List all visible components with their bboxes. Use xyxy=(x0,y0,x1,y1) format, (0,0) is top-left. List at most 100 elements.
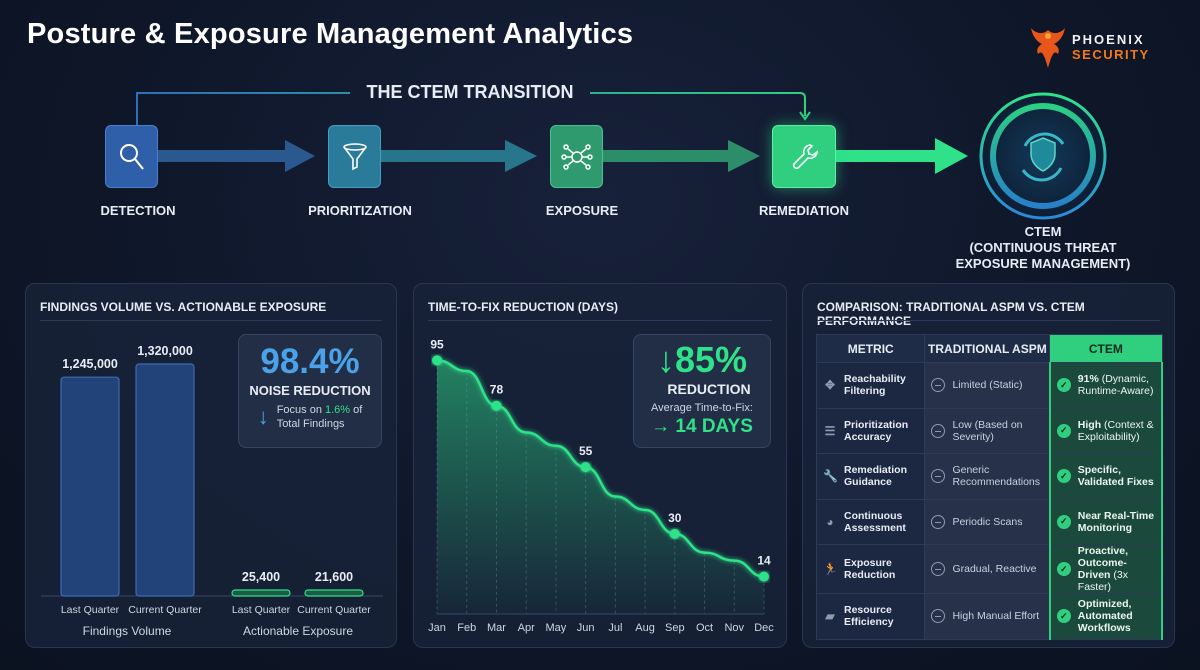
pipeline-connectors xyxy=(136,92,968,174)
table-row: ☰ Prioritization Accuracy Low (Based on S… xyxy=(815,407,1164,454)
ctem-badge[interactable] xyxy=(975,88,1111,224)
arrow-down-icon: ↓ xyxy=(257,404,269,429)
x-tick-label: Apr xyxy=(518,622,535,634)
x-tick-label: Jun xyxy=(577,622,595,634)
minus-circle-icon xyxy=(931,423,946,438)
data-point xyxy=(759,571,769,582)
group-label: Actionable Exposure xyxy=(243,624,353,638)
minus-circle-icon xyxy=(931,378,946,393)
check-circle-icon: ✓ xyxy=(1056,378,1071,393)
ctem-label-line1: CTEM xyxy=(1024,224,1062,239)
page-title: Posture & Exposure Management Analytics xyxy=(27,18,634,50)
avg-value: → 14 DAYS xyxy=(651,416,753,437)
table-row: ◕ Continuous Assessment Periodic Scans ✓ N… xyxy=(815,498,1164,545)
traditional-value: Gradual, Reactive xyxy=(952,563,1037,575)
focus-prefix: Focus on xyxy=(276,404,325,416)
traditional-value: Periodic Scans xyxy=(952,515,1023,528)
x-tick-label: Nov xyxy=(724,622,744,634)
data-point xyxy=(432,355,442,366)
step-label-exposure: EXPOSURE xyxy=(545,203,619,218)
transition-line xyxy=(136,92,806,126)
bar-value-label: 1,245,000 xyxy=(62,357,118,371)
minus-circle-icon xyxy=(931,514,946,529)
bar xyxy=(304,589,364,597)
shield-cycle-icon xyxy=(1021,132,1065,182)
comparison-title: COMPARISON: TRADITIONAL ASPM VS. CTEM PE… xyxy=(817,300,1085,328)
metric-name: Reachability Filtering xyxy=(844,373,906,398)
minus-circle-icon xyxy=(931,469,946,484)
bar-category-label: Current Quarter xyxy=(128,604,202,616)
findings-panel-title: FINDINGS VOLUME VS. ACTIONABLE EXPOSURE xyxy=(40,300,327,314)
ctem-value-rest: (Context & Exploitability) xyxy=(1077,418,1154,443)
briefcase-icon: ▰ xyxy=(825,609,835,624)
focus-suffix: of xyxy=(350,404,363,416)
bar xyxy=(60,376,120,597)
ctem-value-rest: (3x Faster) xyxy=(1077,569,1128,593)
noise-label: NOISE REDUCTION xyxy=(249,383,371,398)
check-circle-icon: ✓ xyxy=(1056,423,1071,438)
ctem-value-bold: High xyxy=(1077,418,1102,431)
comparison-table: METRIC TRADITIONAL ASPM CTEM ✥ Reachabili… xyxy=(815,334,1164,640)
step-remediation[interactable] xyxy=(772,125,836,188)
bar-category-label: Last Quarter xyxy=(61,604,120,616)
header-metric: METRIC xyxy=(815,334,926,363)
ctem-label-line2: (CONTINUOUS THREAT xyxy=(969,240,1117,255)
time-to-fix-line-chart: Jan Feb Mar Apr May Jun Jul Aug Sep Oct Nov Dec 95 78… xyxy=(428,337,774,634)
step-label-remediation: REMEDIATION xyxy=(758,203,850,218)
traditional-value: Low (Based on Severity) xyxy=(952,418,1023,443)
step-detection[interactable] xyxy=(105,125,158,188)
x-tick-label: Dec xyxy=(754,622,774,634)
step-exposure[interactable] xyxy=(550,125,603,188)
x-tick-label: Oct xyxy=(696,622,713,634)
findings-bar-chart: 1,245,000 Last Quarter 1,320,000 Current Qu… xyxy=(41,344,383,638)
check-circle-icon: ✓ xyxy=(1056,514,1071,529)
logo-line2: SECURITY xyxy=(1072,47,1150,62)
x-tick-label: Feb xyxy=(457,622,476,634)
step-prioritization[interactable] xyxy=(328,125,381,188)
x-tick-label: Sep xyxy=(665,622,685,634)
flow-arrows xyxy=(158,138,968,174)
traditional-value: Generic Recommendations xyxy=(952,464,1040,489)
x-tick-label: Jul xyxy=(608,622,622,634)
bar xyxy=(231,589,291,597)
bar-value-label: 21,600 xyxy=(315,570,353,584)
table-row: 🔧 Remediation Guidance Generic Recommenda… xyxy=(815,453,1164,500)
wrench-icon: 🔧 xyxy=(823,469,838,484)
bar xyxy=(135,363,195,597)
area-fill xyxy=(437,360,764,614)
x-tick-label: Mar xyxy=(487,622,506,634)
phoenix-bird-icon xyxy=(1031,28,1065,68)
traditional-value: High Manual Effort xyxy=(952,610,1040,623)
ctem-value-bold: Optimized, Automated Workflows xyxy=(1077,598,1133,635)
logo-line1: PHOENIX xyxy=(1072,32,1145,47)
bar-value-label: 1,320,000 xyxy=(137,344,193,358)
data-label: 78 xyxy=(490,383,504,397)
ctem-label-line3: EXPOSURE MANAGEMENT) xyxy=(955,256,1131,271)
ctem-value-bold: 91% xyxy=(1077,373,1099,386)
table-row: ✥ Reachability Filtering Limited (Static)… xyxy=(815,362,1164,409)
ttf-value: 85% xyxy=(674,339,748,380)
ttf-reduction-stat: ↓85% REDUCTION Average Time-to-Fix: → 14… xyxy=(633,334,771,448)
step-label-prioritization: PRIORITIZATION xyxy=(308,203,412,218)
x-tick-label: Aug xyxy=(635,622,655,634)
step-label-detection: DETECTION xyxy=(100,203,176,218)
ttf-label: REDUCTION xyxy=(667,381,751,397)
data-label: 14 xyxy=(757,554,771,568)
divider xyxy=(817,320,1160,321)
ctem-value-bold: Proactive, Outcome-Driven xyxy=(1077,545,1128,581)
bar-category-label: Last Quarter xyxy=(232,604,291,616)
metric-name: Exposure Reduction xyxy=(844,557,896,581)
data-label: 95 xyxy=(430,337,444,351)
findings-panel: FINDINGS VOLUME VS. ACTIONABLE EXPOSURE … xyxy=(25,283,397,648)
data-point xyxy=(580,462,591,473)
traditional-value: Limited (Static) xyxy=(952,379,1023,392)
check-circle-icon: ✓ xyxy=(1056,609,1071,624)
focus-line2: Total Findings xyxy=(276,418,345,430)
magnifier-icon xyxy=(119,143,144,170)
check-circle-icon: ✓ xyxy=(1056,469,1071,484)
x-tick-label: May xyxy=(546,622,567,634)
divider xyxy=(428,320,772,321)
divider xyxy=(40,320,382,321)
data-point xyxy=(491,400,502,411)
time-to-fix-panel: TIME-TO-FIX REDUCTION (DAYS) Jan Feb Mar Ap… xyxy=(413,283,787,648)
